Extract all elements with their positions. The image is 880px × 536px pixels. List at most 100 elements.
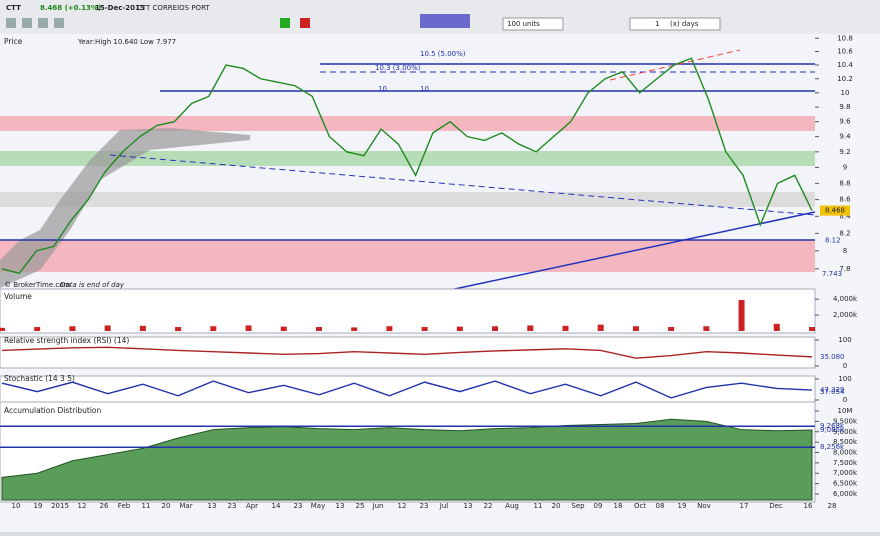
- x-tick-label: Nov: [697, 502, 711, 510]
- y-tick-label: 8: [843, 247, 847, 255]
- volume-bar: [0, 327, 5, 331]
- x-tick-label: 12: [78, 502, 87, 510]
- y-tick-label: 0: [843, 396, 847, 404]
- units-select[interactable]: [502, 17, 564, 31]
- y-tick-label: 0: [843, 362, 847, 370]
- annotation: 10: [420, 85, 429, 93]
- volume-bar: [421, 327, 428, 331]
- note: Data is end of day: [60, 281, 125, 289]
- x-tick-label: Apr: [246, 502, 258, 510]
- panel-subtitle: Year:High 10.640 Low 7.977: [77, 38, 176, 46]
- volume-bar: [386, 326, 393, 331]
- toolbar-icons: [6, 14, 470, 28]
- panel-title: Volume: [4, 292, 32, 301]
- band: [0, 116, 815, 131]
- volume-bar: [69, 326, 76, 331]
- icon[interactable]: [22, 18, 32, 28]
- panel-title: Accumulation Distribution: [4, 406, 101, 415]
- panel-title: Price: [4, 37, 23, 46]
- y-tick-label: 9: [843, 163, 847, 171]
- icon[interactable]: [300, 18, 310, 28]
- x-tick-label: Feb: [118, 502, 131, 510]
- y-tick-label: 8.2: [839, 229, 850, 237]
- x-tick-label: 2015: [51, 502, 69, 510]
- y-tick-label: 9.4: [839, 133, 851, 141]
- line: [1, 346, 813, 359]
- annotation: 9,085k: [820, 426, 845, 434]
- volume-bar: [668, 327, 675, 331]
- x-tick-label: Oct: [634, 502, 646, 510]
- icon[interactable]: [420, 14, 470, 28]
- y-tick-label: 9.6: [839, 118, 851, 126]
- x-tick-label: 11: [142, 502, 151, 510]
- x-tick-label: 28: [828, 502, 837, 510]
- symbol: CTT: [6, 4, 21, 12]
- annotation: 8.12: [825, 236, 841, 244]
- x-tick-label: Dec: [769, 502, 783, 510]
- volume-bar: [104, 325, 111, 331]
- instrument: CTT CORREIOS PORT: [137, 4, 210, 12]
- volume-bar: [139, 325, 146, 331]
- y-tick-label: 10.8: [837, 34, 853, 42]
- icon[interactable]: [54, 18, 64, 28]
- volume-bar: [351, 327, 358, 331]
- x-tick-label: 10: [12, 502, 21, 510]
- date: 15-Dec-2015: [95, 4, 145, 12]
- x-tick-label: 13: [208, 502, 217, 510]
- volume-bar: [175, 327, 182, 331]
- x-tick-label: 09: [594, 502, 603, 510]
- period-unit: (x) days: [670, 20, 699, 28]
- band: [0, 240, 815, 272]
- y-tick-label: 100: [838, 375, 851, 383]
- y-tick-label: 9,500k: [833, 417, 858, 425]
- period-select[interactable]: [629, 17, 721, 31]
- y-tick-label: 7.8: [839, 265, 850, 273]
- volume-bar: [597, 324, 604, 331]
- annotation: 10: [378, 85, 387, 93]
- credit: © BrokerTime.com: [4, 281, 71, 289]
- volume-bar: [210, 326, 217, 331]
- y-tick-label: 7,000k: [833, 469, 858, 477]
- panel-title: Relative strength index (RSI) (14): [4, 336, 129, 345]
- annotation: 37.054: [820, 388, 845, 396]
- y-tick-label: 10: [841, 89, 850, 97]
- x-tick-label: 26: [100, 502, 109, 510]
- last-price: 8.468: [825, 207, 845, 215]
- line: [1, 57, 813, 275]
- x-tick-label: 17: [740, 502, 749, 510]
- volume-bar: [562, 325, 569, 331]
- x-tick-label: 12: [398, 502, 407, 510]
- volume-bar: [738, 299, 745, 331]
- volume-bar: [809, 327, 815, 331]
- y-tick-label: 7,500k: [833, 459, 858, 467]
- y-tick-label: 8.8: [839, 179, 850, 187]
- y-tick-label: 6,500k: [833, 480, 858, 488]
- icon[interactable]: [38, 18, 48, 28]
- volume-profile: [0, 128, 250, 288]
- quote: 8.468 (+0.13%): [40, 4, 101, 12]
- line: [1, 380, 813, 399]
- band: [0, 151, 815, 166]
- volume-bar: [245, 325, 252, 331]
- volume-bar: [492, 326, 499, 331]
- x-tick-label: 18: [614, 502, 623, 510]
- x-tick-label: 25: [356, 502, 365, 510]
- volume-bar: [773, 323, 780, 331]
- panel: [0, 288, 816, 334]
- volume-bar: [315, 327, 322, 331]
- y-tick-label: 8.4: [839, 212, 851, 220]
- annotation: 10.3 (3.00%): [375, 64, 421, 72]
- icon[interactable]: [280, 18, 290, 28]
- period-count: 1: [655, 20, 659, 28]
- x-tick-label: 22: [484, 502, 493, 510]
- x-tick-label: Jul: [439, 502, 449, 510]
- last-price-box: [820, 205, 850, 216]
- icon[interactable]: [6, 18, 16, 28]
- annotation: 47.329: [820, 386, 845, 394]
- x-tick-label: 19: [678, 502, 687, 510]
- x-tick-label: 23: [294, 502, 303, 510]
- x-tick-label: 13: [464, 502, 473, 510]
- trendline: [449, 211, 816, 291]
